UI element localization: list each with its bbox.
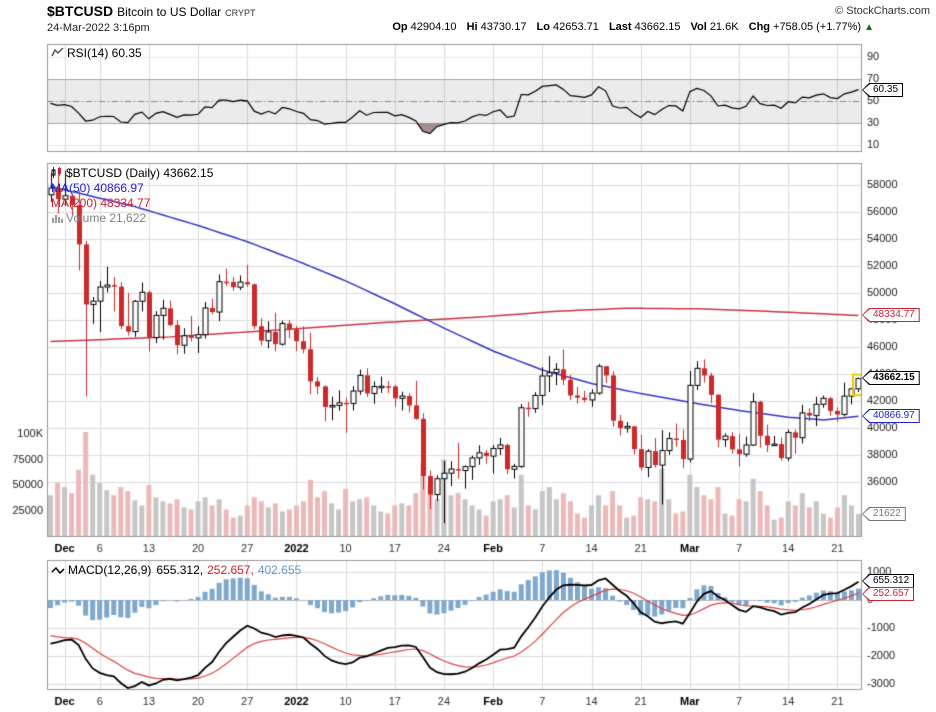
high-value: 43730.17	[480, 21, 527, 33]
low-value: 42653.71	[552, 21, 599, 33]
candlestick-icon	[51, 167, 61, 178]
header-title: $BTCUSD Bitcoin to US Dollar CRYPT	[47, 3, 256, 21]
rsi-legend: RSI(14) 60.35	[51, 46, 142, 60]
macd-legend-name: MACD(12,26,9)	[68, 563, 152, 577]
symbol-name: Bitcoin to US Dollar	[117, 5, 222, 19]
price-legend-symbol-row: $BTCUSD (Daily) 43662.15	[51, 166, 213, 181]
volume-value-badge: 21622	[862, 507, 906, 521]
macd-value: 655.312,	[156, 563, 204, 577]
last-price-badge: 43662.15	[862, 371, 920, 385]
macd-signal-value: 252.657,	[207, 563, 254, 577]
rsi-line-icon	[51, 47, 64, 57]
volume-legend-row: Volume 21,622	[51, 211, 213, 226]
macd-line-icon	[51, 566, 65, 575]
ma50-value-badge: 40866.97	[862, 409, 920, 423]
price-legend: $BTCUSD (Daily) 43662.15 MA(50) 40866.97…	[51, 166, 213, 226]
rsi-legend-label: RSI(14) 60.35	[67, 46, 142, 60]
last-label: Last	[608, 21, 632, 33]
high-label: Hi	[466, 21, 478, 33]
macd-value-badge: 655.312	[862, 574, 915, 588]
volume-bars-icon	[52, 215, 63, 223]
macd-signal-badge: 252.657	[862, 587, 915, 601]
change-up-arrow-icon: ▲	[864, 22, 874, 33]
copyright-label: © StockCharts.com	[835, 5, 930, 17]
chg-label: Chg	[748, 21, 771, 33]
macd-hist-value: 402.655	[257, 563, 302, 577]
exchange-label: CRYPT	[225, 8, 256, 18]
price-legend-symbol: $BTCUSD (Daily) 43662.15	[66, 166, 214, 180]
vol-label: Vol	[690, 21, 707, 33]
ma50-legend: MA(50) 40866.97	[51, 181, 144, 195]
volume-legend: Volume 21,622	[66, 211, 147, 225]
last-value: 43662.15	[634, 21, 681, 33]
rsi-value-badge: 60.35	[862, 83, 904, 97]
symbol-label: $BTCUSD	[47, 3, 114, 19]
macd-legend: MACD(12,26,9) 655.312, 252.657, 402.655	[51, 563, 301, 577]
quote-line: Op 42904.10 Hi 43730.17 Lo 42653.71 Last 436…	[392, 21, 874, 33]
vol-value: 21.6K	[709, 21, 739, 33]
ma200-value-badge: 48334.77	[862, 308, 920, 322]
ma200-legend: MA(200) 48334.77	[51, 196, 151, 210]
low-label: Lo	[536, 21, 550, 33]
open-label: Op	[392, 21, 408, 33]
chg-value: +758.05 (+1.77%)	[773, 21, 862, 33]
datetime-label: 24-Mar-2022 3:16pm	[47, 22, 150, 34]
open-value: 42904.10	[410, 21, 457, 33]
